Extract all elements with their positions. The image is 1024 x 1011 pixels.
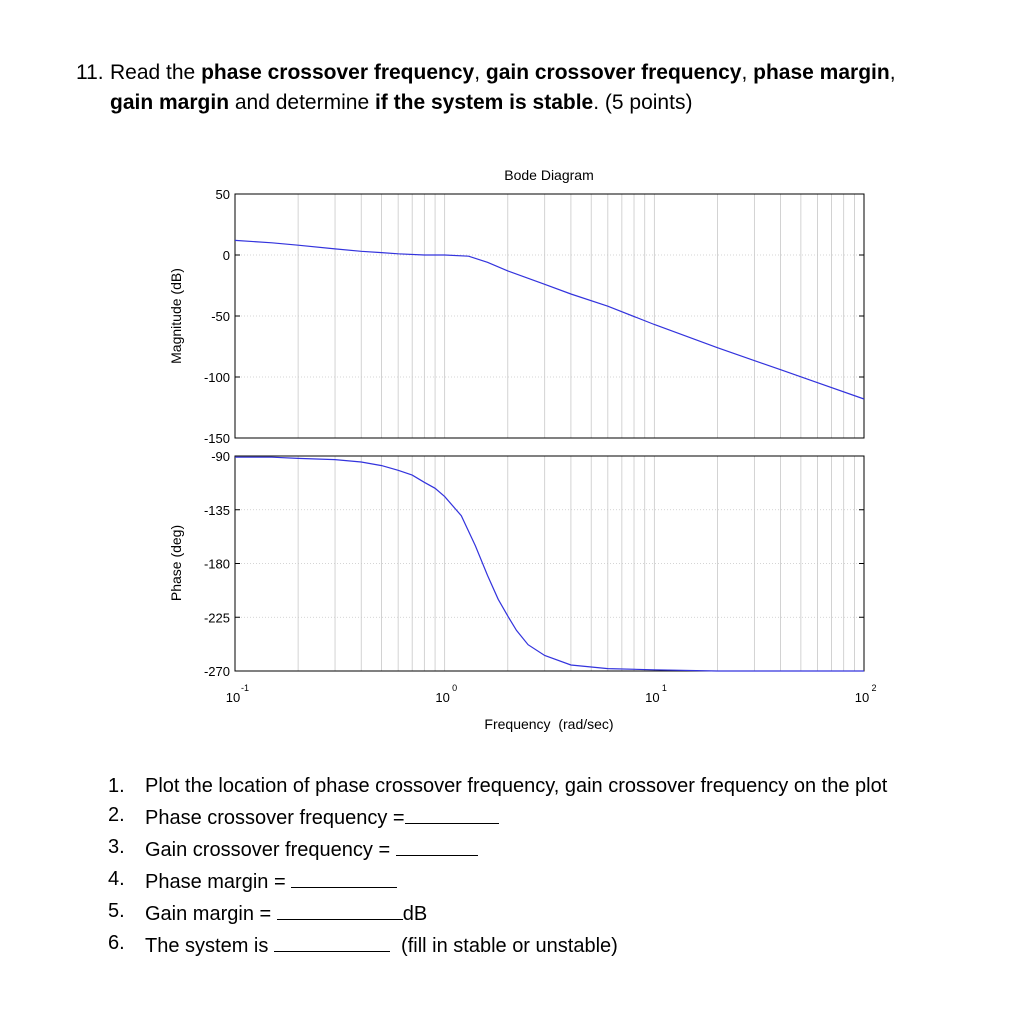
item-number: 6.	[108, 932, 125, 954]
phase-series-line	[235, 456, 864, 672]
chart-title: Bode Diagram	[504, 167, 594, 183]
item-hint: (fill in stable or unstable)	[389, 935, 618, 957]
bode-diagram: Bode Diagram 500-50-100-150 -90-135-180-…	[168, 167, 877, 732]
q-part: ,	[741, 61, 754, 84]
item-text: Gain crossover frequency =	[145, 839, 396, 861]
item-number: 1.	[108, 775, 125, 797]
x-tick-label: 10	[226, 690, 240, 705]
list-item: 5. Gain margin = dB	[108, 897, 928, 929]
answer-blank-phase-margin[interactable]	[291, 865, 398, 888]
phase-ylabel: Phase (deg)	[168, 525, 184, 601]
q-part: phase crossover frequency	[201, 61, 475, 84]
item-number: 5.	[108, 900, 125, 922]
x-tick-exponent: -1	[241, 683, 249, 693]
question-number: 11.	[76, 61, 104, 84]
magnitude-series-line	[234, 239, 865, 400]
list-item: 1. Plot the location of phase crossover …	[108, 772, 928, 801]
y-tick-label: -180	[204, 557, 230, 572]
q-part: phase margin	[753, 61, 890, 84]
y-tick-label: -135	[204, 503, 230, 518]
y-tick-label: -225	[204, 610, 230, 625]
q-part: Read the	[110, 61, 202, 84]
q-part: if the system is stable	[374, 91, 594, 114]
y-tick-label: -90	[211, 449, 230, 464]
question-line-1: 11. Read the phase crossover frequency, g…	[76, 58, 976, 88]
x-tick-exponent: 1	[662, 683, 667, 693]
magnitude-ylabel: Magnitude (dB)	[168, 268, 184, 364]
x-tick-exponent: 2	[871, 683, 876, 693]
answer-list: 1. Plot the location of phase crossover …	[108, 772, 928, 961]
y-tick-label: 50	[216, 187, 230, 202]
magnitude-tick-labels: 50 0 -50 -100 -150	[204, 187, 864, 446]
magnitude-grid	[234, 193, 865, 439]
phase-tick-labels: -90 -135 -180 -225 -270	[204, 449, 864, 679]
x-tick-exponent: 0	[452, 683, 457, 693]
q-part: and determine	[229, 91, 375, 114]
item-text: Phase margin =	[145, 871, 292, 893]
y-tick-label: 0	[223, 248, 230, 263]
unit-label: dB	[402, 903, 428, 925]
answer-blank-phase-crossover[interactable]	[404, 801, 499, 824]
answer-blank-stability[interactable]	[273, 929, 390, 952]
y-tick-label: -150	[204, 431, 230, 446]
x-tick-label: 10	[645, 690, 659, 705]
item-number: 3.	[108, 836, 125, 858]
item-number: 2.	[108, 804, 125, 826]
y-tick-label: -270	[204, 664, 230, 679]
item-text: The system is	[145, 935, 274, 957]
y-tick-label: -50	[211, 309, 230, 324]
y-tick-label: -100	[204, 370, 230, 385]
list-item: 6. The system is (fill in stable or unst…	[108, 929, 928, 961]
item-number: 4.	[108, 868, 125, 890]
q-part: ,	[889, 61, 896, 84]
list-item: 2. Phase crossover frequency =	[108, 801, 928, 833]
item-text: Gain margin =	[145, 903, 277, 925]
x-tick-label: 10	[435, 690, 449, 705]
answer-blank-gain-crossover[interactable]	[395, 833, 478, 856]
x-axis-label: Frequency (rad/sec)	[484, 716, 613, 732]
q-part: gain margin	[110, 91, 230, 114]
item-text: Phase crossover frequency =	[145, 807, 405, 829]
q-part: . (5 points)	[593, 91, 693, 114]
question-line-2: gain margin and determine if the system …	[76, 88, 976, 118]
list-item: 3. Gain crossover frequency =	[108, 833, 928, 865]
q-part: gain crossover frequency	[485, 61, 742, 84]
item-text: Plot the location of phase crossover fre…	[145, 775, 888, 797]
q-part: ,	[474, 61, 486, 84]
question: 11. Read the phase crossover frequency, g…	[76, 58, 976, 118]
list-item: 4. Phase margin =	[108, 865, 928, 897]
answer-blank-gain-margin[interactable]	[276, 897, 403, 920]
phase-grid	[234, 455, 865, 672]
x-tick-label: 10	[855, 690, 869, 705]
